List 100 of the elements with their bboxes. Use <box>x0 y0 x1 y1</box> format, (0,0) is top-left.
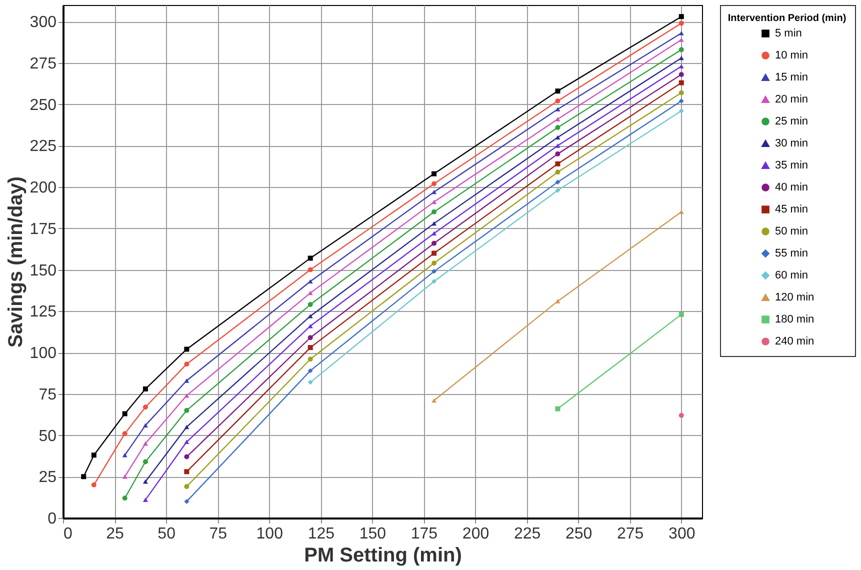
point <box>184 440 190 444</box>
point <box>142 441 148 446</box>
y-tick-label: 0 <box>48 510 57 528</box>
point <box>678 98 684 104</box>
point <box>142 498 148 502</box>
x-axis-title: PM Setting (min) <box>304 544 462 566</box>
x-tick-label: 25 <box>106 526 124 542</box>
point <box>555 107 560 112</box>
legend-label: 180 min <box>775 314 814 326</box>
point <box>432 268 437 274</box>
legend-label: 55 min <box>775 248 808 260</box>
x-tick-label: 200 <box>462 526 490 542</box>
point <box>555 151 560 156</box>
point <box>308 302 313 308</box>
x-tick-label: 50 <box>158 526 176 542</box>
point <box>555 180 560 185</box>
legend-label: 10 min <box>775 50 808 62</box>
point <box>142 423 148 428</box>
point <box>555 161 560 166</box>
point <box>678 38 684 42</box>
point <box>432 260 437 266</box>
point <box>308 290 313 296</box>
point <box>555 170 560 175</box>
point <box>91 482 96 488</box>
point <box>555 98 560 104</box>
point <box>308 356 313 362</box>
point <box>555 124 560 130</box>
point <box>184 362 190 367</box>
legend-label: 60 min <box>775 270 808 282</box>
y-tick-label: 175 <box>30 220 57 238</box>
legend-label: 35 min <box>775 160 808 172</box>
point <box>432 240 437 246</box>
x-tick-label: 175 <box>410 526 438 542</box>
point <box>122 411 128 416</box>
point <box>308 256 313 261</box>
point <box>678 30 684 36</box>
point <box>555 299 560 304</box>
point <box>432 190 437 194</box>
point <box>432 398 437 403</box>
point <box>122 496 128 501</box>
point <box>184 424 190 430</box>
point <box>184 393 190 398</box>
x-tick-label: 250 <box>565 526 592 542</box>
point <box>142 386 148 392</box>
point <box>432 209 437 214</box>
x-tick-label: 100 <box>256 526 284 542</box>
point <box>432 200 437 204</box>
point <box>142 404 148 410</box>
point <box>678 64 684 68</box>
point <box>432 278 437 284</box>
point <box>184 378 190 383</box>
point <box>432 181 437 186</box>
point <box>555 88 560 94</box>
point <box>555 406 560 412</box>
point <box>555 117 560 122</box>
legend-label: 40 min <box>775 182 808 194</box>
legend-label: 5 min <box>775 28 802 40</box>
x-tick-label: 150 <box>359 526 386 542</box>
point <box>432 231 437 236</box>
point <box>142 479 148 484</box>
legend-label: 25 min <box>775 116 808 128</box>
point <box>184 469 190 474</box>
point <box>555 143 560 148</box>
legend-label: 15 min <box>775 72 808 84</box>
point <box>184 484 190 490</box>
point <box>678 90 684 96</box>
legend-label: 120 min <box>775 292 814 304</box>
y-tick-label: 250 <box>30 96 57 114</box>
legend-title: Intervention Period (min) <box>728 13 846 24</box>
legend-label: 240 min <box>775 336 814 348</box>
point <box>122 474 128 479</box>
y-axis-title: Savings (min/day) <box>4 176 27 348</box>
x-tick-label: 75 <box>209 526 228 542</box>
point <box>432 250 437 256</box>
x-tick-label: 225 <box>514 526 541 542</box>
point <box>184 346 190 352</box>
x-tick-label: 300 <box>668 526 696 542</box>
legend-label: 50 min <box>775 226 808 238</box>
y-tick-label: 25 <box>38 469 57 486</box>
point <box>184 498 190 504</box>
point <box>308 314 313 318</box>
point <box>432 221 437 226</box>
point <box>555 188 560 193</box>
x-tick-label: 275 <box>617 526 644 542</box>
point <box>678 56 684 60</box>
point <box>678 20 684 26</box>
point <box>678 312 684 317</box>
point <box>555 135 560 140</box>
point <box>184 454 190 460</box>
point <box>122 431 128 436</box>
legend-label: 45 min <box>775 204 808 216</box>
point <box>678 108 684 114</box>
point <box>122 452 128 458</box>
point <box>308 324 313 328</box>
point <box>308 380 313 385</box>
point <box>81 474 86 480</box>
point <box>678 72 684 77</box>
point <box>308 267 313 272</box>
point <box>308 345 313 350</box>
legend-label: 30 min <box>775 138 808 150</box>
